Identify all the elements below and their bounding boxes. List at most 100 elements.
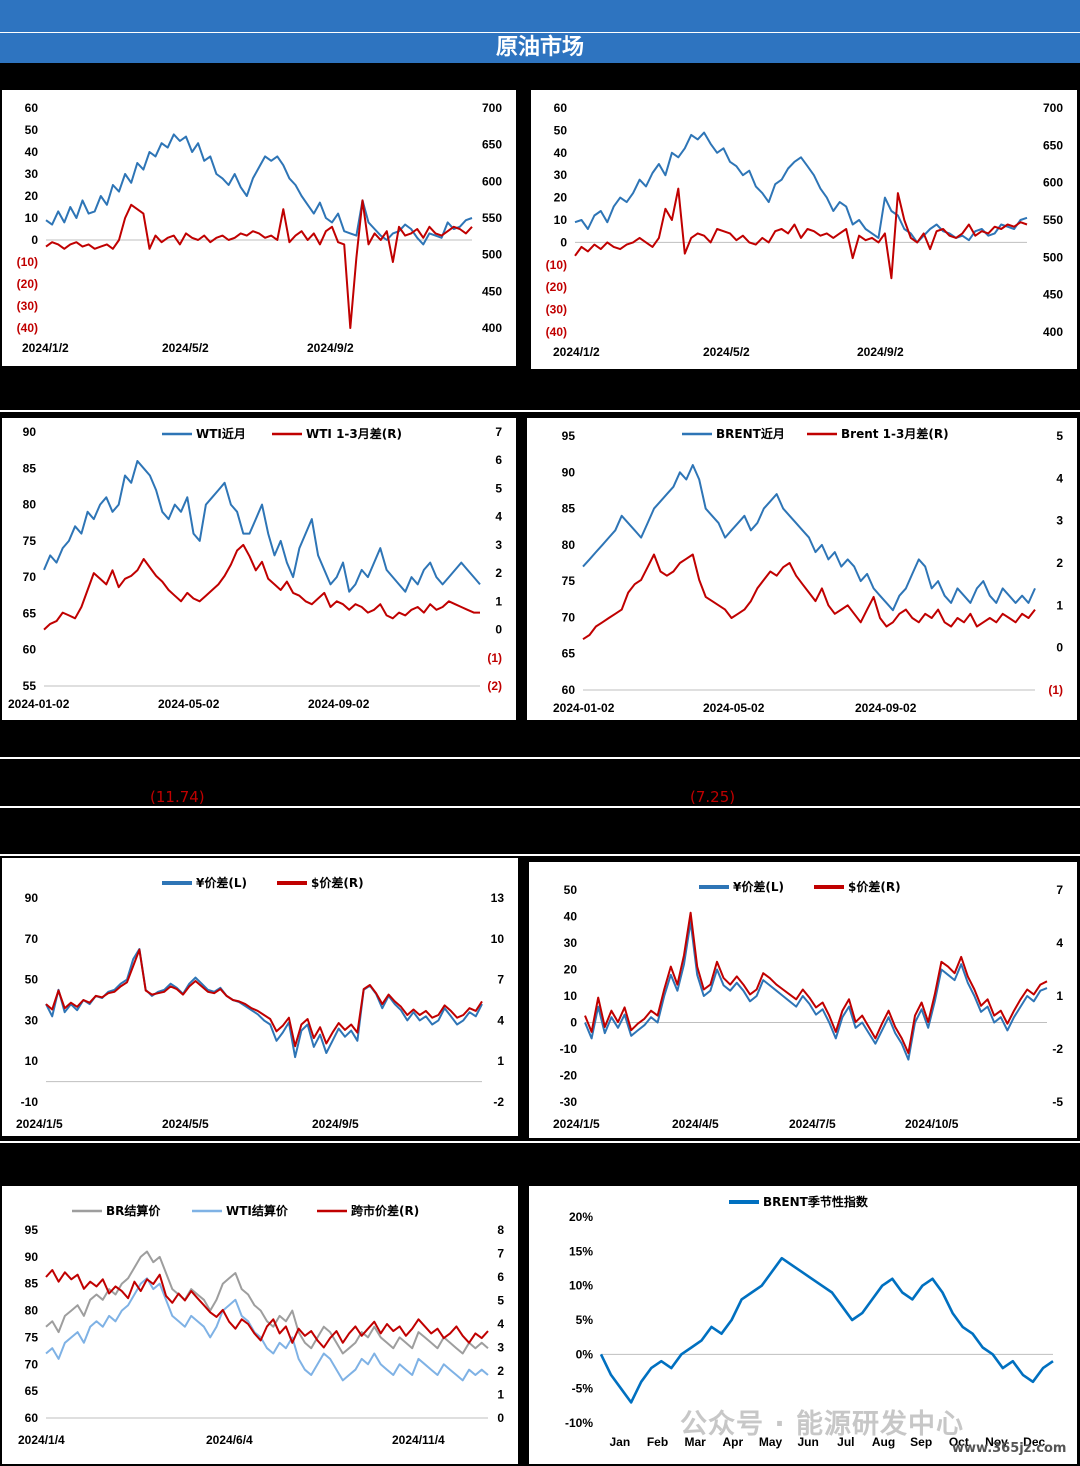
right-tick-label: 7 <box>495 425 502 439</box>
right-tick-label: 6 <box>495 453 502 467</box>
x-tick-label: May <box>759 1435 783 1449</box>
chart-panel-6: 50 40 30 20 10 0 -10 -20 -30 7 4 1 -2 -5 2024/1/5 2024/… <box>529 862 1077 1138</box>
divider <box>0 854 1080 856</box>
left-tick-label: 50 <box>554 123 568 137</box>
legend-label: 跨市价差(R) <box>351 1203 419 1218</box>
chart-panel-8: 20% 15% 10% 5% 0% -5% -10% Jan Feb Mar Apr May Jun Ju… <box>529 1186 1077 1464</box>
legend-label: ¥价差(L) <box>196 875 247 890</box>
right-tick-label: 500 <box>482 248 502 262</box>
right-tick-label: 2 <box>495 566 502 580</box>
right-tick-label: 4 <box>495 510 502 524</box>
top-bar <box>0 0 1080 33</box>
chart-4: 95 90 85 80 75 70 65 60 5 4 3 2 1 0 (1) 2024-01-02 2024-… <box>553 426 1063 715</box>
left-tick-label: 80 <box>23 498 37 512</box>
chart-1: 60 50 40 30 20 10 0 (10) (20) (30) (40) 700 650 600 55… <box>17 101 503 355</box>
right-tick-label: 7 <box>1056 883 1063 897</box>
left-tick-label: 50 <box>25 123 39 137</box>
left-tick-label: 65 <box>562 647 576 661</box>
left-tick-label: 75 <box>25 1330 39 1344</box>
right-tick-label: 550 <box>1043 213 1063 227</box>
chart-panel-1: 60 50 40 30 20 10 0 (10) (20) (30) (40) 700 650 600 55… <box>2 90 516 366</box>
x-tick-label: 2024/9/2 <box>857 345 904 359</box>
left-tick-label: 60 <box>562 683 576 697</box>
right-tick-label: 1 <box>497 1388 504 1402</box>
left-tick-label: -10 <box>21 1095 39 1109</box>
right-tick-label: 6 <box>497 1270 504 1284</box>
right-tick-label: 4 <box>497 1013 504 1027</box>
left-tick-label: 50 <box>25 973 39 987</box>
left-tick-label: 15% <box>569 1244 593 1258</box>
right-tick-label: 4 <box>497 1317 504 1331</box>
right-tick-label: 7 <box>497 1247 504 1261</box>
series-line <box>45 1250 489 1355</box>
right-tick-label: 650 <box>1043 138 1063 152</box>
right-tick-label: 8 <box>497 1223 504 1237</box>
right-tick-label: 3 <box>1056 514 1063 528</box>
right-tick-label: 3 <box>495 538 502 552</box>
series-line <box>574 187 1028 280</box>
right-tick-label: (1) <box>1048 683 1063 697</box>
left-tick-label: 40 <box>564 910 578 924</box>
x-tick-label: 2024/6/4 <box>206 1433 253 1447</box>
left-tick-label: 40 <box>25 145 39 159</box>
left-tick-label: 95 <box>25 1223 39 1237</box>
right-tick-label: 2 <box>497 1364 504 1378</box>
right-tick-label: 7 <box>497 973 504 987</box>
right-tick-label: 5 <box>495 481 502 495</box>
right-tick-label: 13 <box>491 891 505 905</box>
series-line <box>584 911 1048 1055</box>
x-tick-label: 2024/4/5 <box>672 1117 719 1131</box>
left-tick-label: -20 <box>560 1069 578 1083</box>
left-tick-label: 90 <box>23 425 37 439</box>
divider <box>0 1141 1080 1143</box>
chart-2: 60 50 40 30 20 10 0 (10) (20) (30) (40) 700 650 600 55… <box>546 101 1064 359</box>
right-tick-label: 2 <box>1056 556 1063 570</box>
right-tick-label: 700 <box>1043 101 1063 115</box>
right-tick-label: 550 <box>482 211 502 225</box>
x-tick-label: 2024/9/2 <box>307 341 354 355</box>
divider <box>0 757 1080 759</box>
left-tick-label: -10% <box>565 1416 593 1430</box>
left-tick-label: 0% <box>576 1347 594 1361</box>
legend-label: WTI近月 <box>196 426 246 441</box>
chart-6: 50 40 30 20 10 0 -10 -20 -30 7 4 1 -2 -5 2024/1/5 2024/… <box>553 879 1063 1131</box>
x-tick-label: 2024/5/5 <box>162 1117 209 1131</box>
right-tick-label: 4 <box>1056 936 1063 950</box>
chart-panel-2: 60 50 40 30 20 10 0 (10) (20) (30) (40) 700 650 600 55… <box>531 90 1077 369</box>
left-tick-label: 40 <box>554 146 568 160</box>
x-tick-label: 2024/1/5 <box>553 1117 600 1131</box>
left-tick-label: 20 <box>564 963 578 977</box>
left-tick-label: (20) <box>17 277 38 291</box>
left-tick-label: (10) <box>546 258 567 272</box>
x-tick-label: 2024/11/4 <box>392 1433 445 1447</box>
left-tick-label: 60 <box>554 101 568 115</box>
series-line <box>574 131 1028 244</box>
right-tick-label: -5 <box>1052 1095 1063 1109</box>
legend-label: ¥价差(L) <box>733 879 784 894</box>
series-line <box>45 948 483 1059</box>
left-tick-label: (40) <box>17 321 38 335</box>
left-tick-label: 5% <box>576 1313 594 1327</box>
left-tick-label: 0 <box>560 235 567 249</box>
left-tick-label: 75 <box>562 574 576 588</box>
left-tick-label: -5% <box>572 1382 594 1396</box>
x-tick-label: Feb <box>647 1435 668 1449</box>
left-tick-label: 90 <box>25 891 39 905</box>
right-tick-label: 600 <box>1043 176 1063 190</box>
left-tick-label: 80 <box>25 1304 39 1318</box>
x-tick-label: Jul <box>837 1435 854 1449</box>
x-tick-label: 2024-05-02 <box>703 701 765 715</box>
legend-label: $价差(R) <box>848 879 901 894</box>
legend-label: BRENT季节性指数 <box>763 1194 869 1209</box>
left-tick-label: 10% <box>569 1279 593 1293</box>
right-tick-label: 400 <box>482 321 502 335</box>
right-tick-label: 0 <box>495 623 502 637</box>
left-tick-label: -10 <box>560 1042 578 1056</box>
left-tick-label: 70 <box>25 932 39 946</box>
left-tick-label: 30 <box>25 167 39 181</box>
x-tick-label: 2024-09-02 <box>855 701 917 715</box>
x-tick-label: Jun <box>797 1435 818 1449</box>
x-tick-label: 2024/5/2 <box>162 341 209 355</box>
left-tick-label: (30) <box>17 299 38 313</box>
